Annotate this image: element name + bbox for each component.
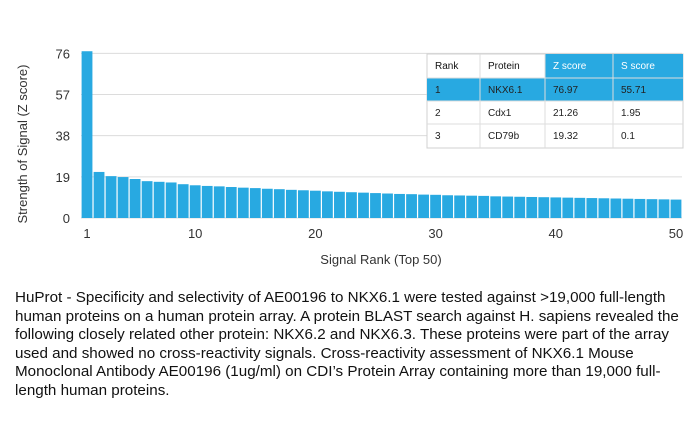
bar-rank-21 — [322, 191, 333, 218]
bar-rank-36 — [502, 196, 514, 218]
bar-rank-14 — [237, 187, 249, 218]
bar-rank-20 — [309, 190, 321, 218]
bar-rank-47 — [634, 198, 646, 218]
bar-rank-40 — [550, 197, 562, 218]
bar-rank-38 — [526, 196, 538, 218]
bar-rank-9 — [177, 184, 189, 218]
table-cell: NKX6.1 — [488, 85, 523, 96]
y-axis-label: Strength of Signal (Z score) — [15, 65, 30, 224]
x-axis-ticks: 1 10 20 30 40 50 — [83, 226, 683, 241]
bar-rank-5 — [129, 179, 141, 218]
bar-rank-28 — [406, 194, 417, 218]
results-table: Rank Protein Z score S score 1 NKX6.1 76.97 55.… — [426, 53, 684, 149]
y-tick-76: 76 — [56, 46, 70, 61]
table-cell: CD79b — [488, 131, 520, 142]
bar-rank-30 — [430, 194, 441, 218]
table-header-cell: Z score — [553, 61, 587, 72]
bar-rank-1 — [81, 51, 93, 219]
x-tick-40: 40 — [549, 226, 563, 241]
bar-chart: 0 19 38 57 76 1 10 20 30 40 50 Signal Rank (Top 5… — [15, 46, 684, 267]
bar-rank-24 — [358, 192, 369, 218]
table-header-cell: Protein — [488, 61, 520, 72]
bar-rank-12 — [213, 186, 225, 218]
bar-rank-4 — [117, 177, 129, 218]
bar-rank-44 — [598, 198, 610, 218]
y-tick-19: 19 — [56, 170, 70, 185]
bar-rank-18 — [285, 189, 297, 218]
table-header-highlight — [545, 54, 683, 78]
bar-rank-37 — [514, 196, 526, 218]
x-axis-label: Signal Rank (Top 50) — [320, 252, 441, 267]
bar-rank-26 — [382, 193, 393, 218]
bar-rank-35 — [490, 196, 502, 218]
table-cell: 1.95 — [621, 108, 641, 119]
bar-rank-19 — [297, 190, 309, 218]
table-cell: 21.26 — [553, 108, 578, 119]
bar-rank-17 — [273, 189, 285, 218]
y-tick-38: 38 — [56, 129, 70, 144]
table-header-cell: Rank — [435, 61, 459, 72]
bar-rank-42 — [574, 197, 586, 218]
x-tick-10: 10 — [188, 226, 202, 241]
table-cell: 76.97 — [553, 85, 578, 96]
bar-rank-39 — [538, 197, 550, 218]
bar-rank-46 — [622, 198, 634, 218]
table-cell: 0.1 — [621, 131, 635, 142]
table-row-highlight — [427, 78, 683, 101]
bar-rank-31 — [442, 195, 454, 218]
bar-rank-11 — [201, 185, 213, 218]
bar-rank-23 — [346, 192, 357, 218]
bar-rank-6 — [141, 181, 153, 218]
x-tick-20: 20 — [308, 226, 322, 241]
bar-rank-49 — [658, 199, 670, 218]
x-tick-30: 30 — [428, 226, 442, 241]
figure-caption: HuProt - Specificity and selectivity of … — [15, 289, 679, 399]
bar-rank-2 — [93, 171, 105, 218]
bar-rank-27 — [394, 193, 405, 218]
bar-rank-45 — [610, 198, 622, 218]
bar-rank-48 — [646, 199, 658, 218]
table-header-cell: S score — [621, 61, 655, 72]
y-axis-ticks: 0 19 38 57 76 — [56, 46, 70, 226]
y-tick-0: 0 — [63, 211, 70, 226]
y-tick-57: 57 — [56, 88, 70, 103]
bar-rank-34 — [478, 195, 490, 218]
bar-rank-25 — [370, 193, 381, 218]
bar-rank-29 — [418, 194, 429, 218]
table-cell: 3 — [435, 131, 441, 142]
bar-rank-16 — [261, 188, 273, 218]
bar-rank-50 — [670, 199, 682, 218]
x-tick-1: 1 — [83, 226, 90, 241]
bar-rank-32 — [454, 195, 466, 218]
table-cell: Cdx1 — [488, 108, 512, 119]
x-tick-50: 50 — [669, 226, 683, 241]
bar-rank-22 — [334, 191, 345, 218]
table-cell: 1 — [435, 85, 441, 96]
table-cell: 55.71 — [621, 85, 646, 96]
bar-rank-7 — [153, 181, 165, 218]
bar-rank-10 — [189, 185, 201, 218]
bar-rank-33 — [466, 195, 478, 218]
bar-rank-3 — [105, 176, 117, 218]
bar-rank-15 — [249, 188, 261, 218]
bar-rank-43 — [586, 198, 598, 218]
table-cell: 2 — [435, 108, 441, 119]
bar-rank-13 — [225, 187, 237, 218]
bar-rank-41 — [562, 197, 574, 218]
bars — [81, 51, 682, 219]
table-cell: 19.32 — [553, 131, 578, 142]
bar-rank-8 — [165, 182, 177, 218]
